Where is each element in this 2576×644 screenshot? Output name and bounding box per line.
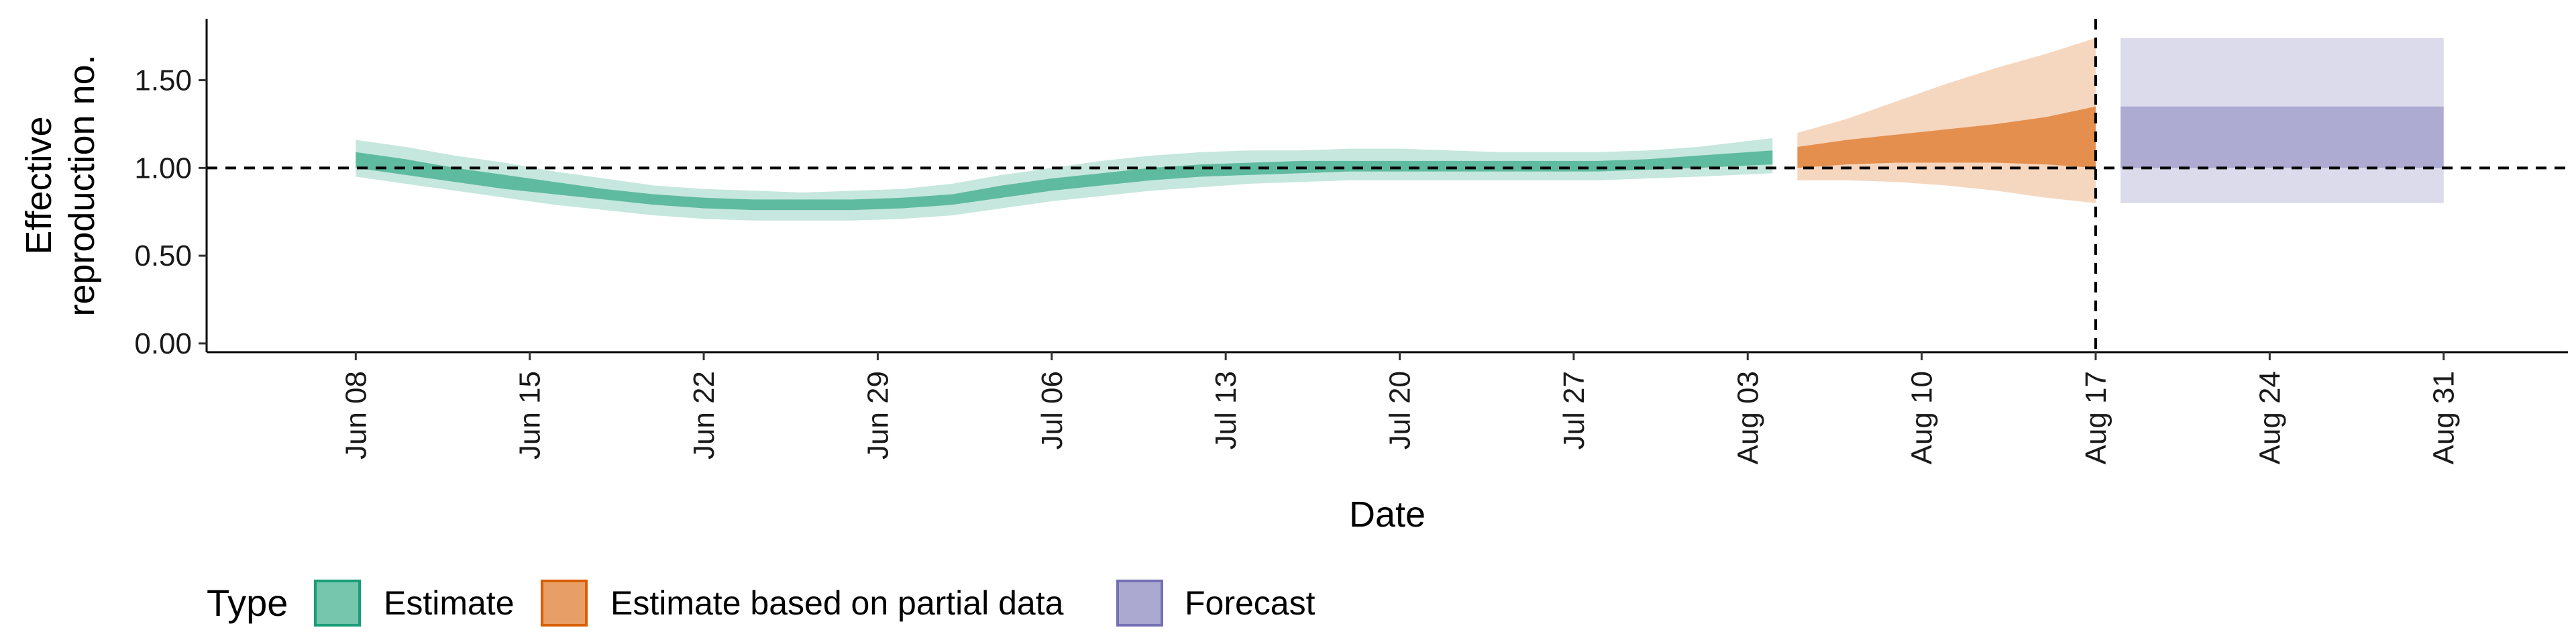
y-tick-label: 1.50: [134, 64, 192, 97]
legend-label-estimate: Estimate: [384, 584, 515, 622]
legend-key-estimate-based-on-partial-data: [541, 580, 588, 627]
uncertainty-bands: [356, 38, 2444, 221]
x-tick-label: Aug 17: [2080, 371, 2112, 464]
x-tick-label: Jul 13: [1210, 371, 1242, 449]
x-tick-label: Jul 06: [1036, 371, 1069, 449]
y-axis-title-line: Effective: [19, 116, 59, 254]
legend-label-forecast: Forecast: [1185, 584, 1316, 622]
legend-title: Type: [207, 582, 288, 624]
x-tick-label: Aug 31: [2428, 371, 2461, 464]
y-axis-title-line: reproduction no.: [62, 54, 102, 316]
x-tick-label: Jun 08: [339, 371, 372, 460]
x-tick-label: Jun 22: [688, 371, 720, 460]
estimate-band-50: [356, 150, 1773, 211]
axes: 0.00 0.50 1.00 1.50 Jun 08 Jun 15 Jun 22 Jun 29…: [134, 19, 2568, 464]
x-axis-title: Date: [1349, 494, 1426, 535]
x-tick-label: Jun 15: [514, 371, 547, 460]
x-tick-label: Jul 20: [1384, 371, 1417, 449]
legend-key-estimate: [314, 580, 361, 627]
estimate-based-on-partial-data-band-50: [1797, 106, 2096, 168]
forecast-band-90: [2121, 38, 2444, 203]
x-tick-label: Aug 10: [1906, 371, 1939, 464]
y-tick-label: 0.00: [134, 327, 192, 360]
y-tick-label: 0.50: [134, 239, 192, 272]
forecast-band-50: [2121, 106, 2444, 168]
legend-key-forecast: [1116, 580, 1163, 627]
legend-label-estimate-based-on-partial-data: Estimate based on partial data: [610, 584, 1064, 622]
x-tick-label: Aug 24: [2253, 371, 2286, 464]
x-tick-label: Aug 03: [1731, 371, 1764, 464]
x-tick-label: Jul 27: [1558, 371, 1591, 449]
legend: Type Estimate Estimate based on partial da…: [207, 580, 1316, 627]
y-tick-label: 1.00: [134, 152, 192, 184]
axis-titles: Date Effective reproduction no.: [19, 54, 1426, 535]
x-tick-label: Jun 29: [861, 371, 894, 460]
